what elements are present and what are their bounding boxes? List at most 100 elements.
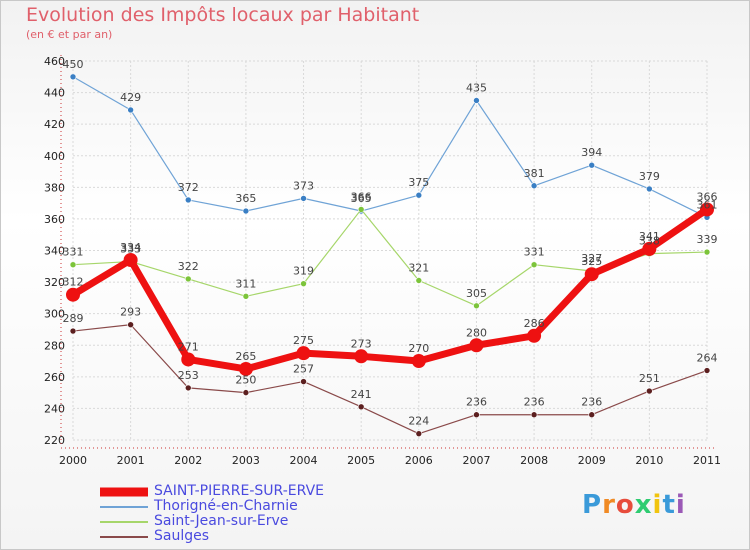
data-label: 333 xyxy=(120,243,141,256)
data-point xyxy=(300,378,307,385)
data-label: 322 xyxy=(178,260,199,273)
data-label: 325 xyxy=(581,255,602,268)
data-label: 365 xyxy=(235,192,256,205)
data-point xyxy=(646,185,653,193)
data-point xyxy=(473,97,480,104)
y-tick-label: 260 xyxy=(44,371,65,384)
data-label: 253 xyxy=(178,369,199,382)
legend-label: Thorigné-en-Charnie xyxy=(154,498,298,514)
x-tick-label: 2003 xyxy=(232,454,260,467)
data-label: 250 xyxy=(235,374,256,387)
data-label: 450 xyxy=(63,58,84,71)
data-label: 319 xyxy=(293,265,314,278)
data-label: 341 xyxy=(639,230,660,243)
y-tick-label: 280 xyxy=(44,339,65,352)
data-label: 273 xyxy=(351,337,372,350)
data-label: 372 xyxy=(178,181,199,194)
x-tick-label: 2004 xyxy=(290,454,318,467)
data-point xyxy=(184,384,192,392)
data-label: 429 xyxy=(120,91,141,104)
y-tick-label: 440 xyxy=(44,87,65,100)
data-label: 251 xyxy=(639,372,660,385)
data-label: 338 xyxy=(639,235,660,248)
data-point xyxy=(69,327,77,335)
y-tick-label: 240 xyxy=(44,402,65,415)
data-point xyxy=(354,349,369,364)
data-point xyxy=(296,346,311,361)
data-point xyxy=(469,338,484,353)
y-tick-label: 320 xyxy=(44,276,65,289)
data-label: 236 xyxy=(524,396,545,409)
legend-label: Saint-Jean-sur-Erve xyxy=(154,513,289,529)
x-tick-label: 2010 xyxy=(635,454,663,467)
data-point xyxy=(242,292,250,300)
y-tick-label: 220 xyxy=(44,434,65,447)
data-label: 236 xyxy=(466,396,487,409)
data-label: 331 xyxy=(63,246,84,259)
data-point xyxy=(530,182,538,190)
data-label: 394 xyxy=(581,146,602,159)
logo-letter: P xyxy=(582,490,603,520)
x-tick-label: 2001 xyxy=(117,454,145,467)
y-tick-label: 340 xyxy=(44,245,65,258)
x-tick-label: 2006 xyxy=(405,454,433,467)
data-labels: 450 429 372 365 373 365 375 435 381 394 379 361 331 3… xyxy=(63,58,718,428)
data-label: 236 xyxy=(581,396,602,409)
data-point xyxy=(127,321,134,329)
data-label: 271 xyxy=(178,340,199,353)
data-label: 366 xyxy=(351,190,372,203)
series-line xyxy=(72,324,708,435)
x-tick-label: 2007 xyxy=(462,454,490,467)
data-label: 270 xyxy=(408,342,429,355)
data-label: 366 xyxy=(697,190,718,203)
data-label: 365 xyxy=(351,192,372,205)
data-point xyxy=(588,411,596,419)
data-label: 334 xyxy=(120,241,141,254)
data-point xyxy=(530,411,538,419)
data-point xyxy=(238,361,253,376)
series-line xyxy=(72,76,708,218)
x-tick-label: 2011 xyxy=(693,454,721,467)
legend-marks xyxy=(100,487,148,538)
data-label: 241 xyxy=(351,388,372,401)
proxiti-logo: Proxiti xyxy=(582,490,686,520)
data-point xyxy=(703,367,711,374)
legend-label: SAINT-PIERRE-SUR-ERVE xyxy=(154,483,324,499)
data-point xyxy=(69,261,77,269)
data-label: 321 xyxy=(408,262,429,275)
y-tick-label: 460 xyxy=(44,55,65,68)
y-tick-label: 420 xyxy=(44,118,65,131)
data-point xyxy=(300,280,307,287)
data-label: 286 xyxy=(524,317,545,330)
data-point xyxy=(642,241,657,256)
x-tick-label: 2000 xyxy=(59,454,87,467)
logo-letter: i xyxy=(652,490,663,520)
data-point xyxy=(69,73,77,81)
data-label: 224 xyxy=(408,415,429,428)
data-point xyxy=(473,411,480,419)
data-point xyxy=(242,207,250,215)
data-label: 280 xyxy=(466,326,487,339)
data-label: 265 xyxy=(235,350,256,363)
data-label: 339 xyxy=(697,233,718,246)
data-point xyxy=(184,275,192,283)
logo-letter: x xyxy=(634,490,653,520)
data-point xyxy=(473,302,480,310)
data-point xyxy=(415,277,423,284)
data-point xyxy=(181,352,196,367)
axes: 220 240 260 280 300 320 340 360 380 400 420 440 460 2… xyxy=(44,55,721,467)
x-tick-label: 2008 xyxy=(520,454,548,467)
data-label: 264 xyxy=(697,352,718,365)
data-label: 361 xyxy=(697,198,718,211)
data-label: 275 xyxy=(293,334,314,347)
data-point xyxy=(646,387,653,395)
data-label: 311 xyxy=(235,277,256,290)
data-point xyxy=(415,430,423,437)
y-tick-label: 300 xyxy=(44,308,65,321)
data-label: 305 xyxy=(466,287,487,300)
data-label: 257 xyxy=(293,363,314,376)
logo-letter: r xyxy=(602,490,616,520)
data-label: 312 xyxy=(63,276,84,289)
data-label: 379 xyxy=(639,170,660,183)
